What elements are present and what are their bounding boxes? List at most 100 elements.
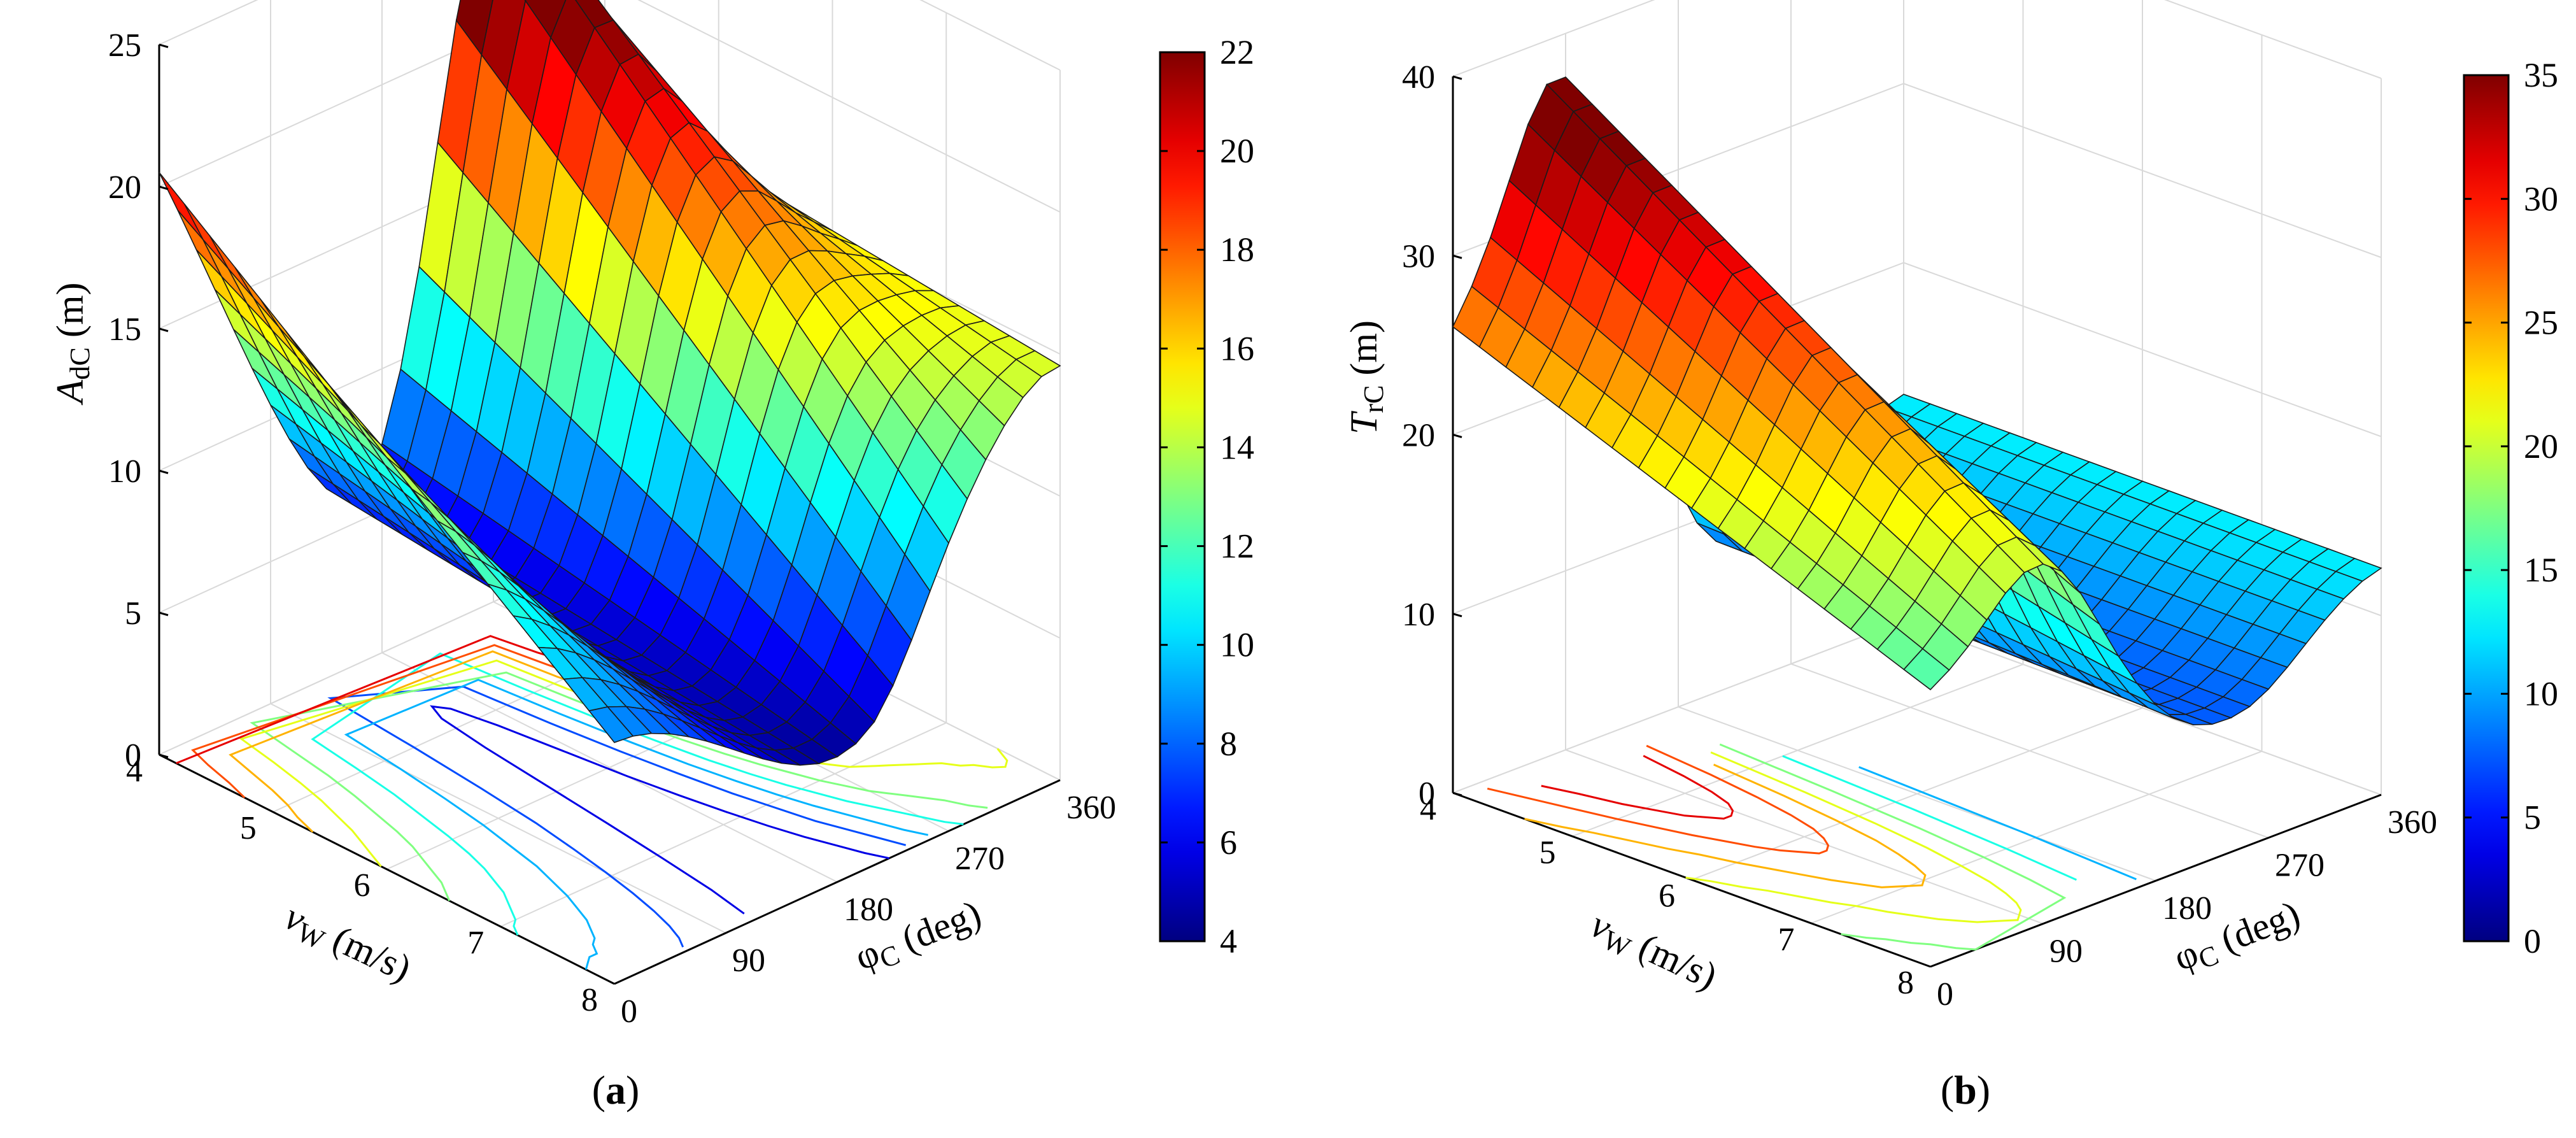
colorbar-tick-label: 15 xyxy=(2524,551,2558,589)
v-tick-label: 5 xyxy=(240,810,257,846)
colorbar-tick-label: 20 xyxy=(2524,427,2558,466)
colorbar-tick-label: 10 xyxy=(2524,674,2558,713)
contour-line xyxy=(327,685,907,948)
colorbar-tick-label: 12 xyxy=(1220,527,1254,565)
phi-tick-label: 0 xyxy=(1937,976,1953,1013)
surface-patch xyxy=(159,172,204,240)
phi-tick-label: 360 xyxy=(1066,790,1116,826)
colorbar-tick-label: 6 xyxy=(1220,823,1237,862)
v-axis-label: vW (m/s) xyxy=(1583,903,1723,1002)
z-gridline xyxy=(1452,0,2382,79)
phi-tick-label: 180 xyxy=(844,892,893,928)
phi-tick-label: 180 xyxy=(2162,890,2212,927)
v-tick-label: 7 xyxy=(1778,921,1795,958)
z-tick-label: 25 xyxy=(108,27,141,64)
z-tick-label: 10 xyxy=(1402,597,1435,633)
colorbar-tick-label: 4 xyxy=(1220,922,1237,960)
contour-line xyxy=(430,705,890,914)
phi-axis-line xyxy=(614,779,1061,985)
phi-tick-label: 270 xyxy=(2275,848,2325,884)
contour-line xyxy=(344,678,929,970)
z-gridline xyxy=(159,0,1061,213)
colorbar-tick-label: 10 xyxy=(1220,626,1254,664)
colorbar-tick-label: 30 xyxy=(2524,180,2558,218)
contour-line xyxy=(1487,744,1830,855)
phi-tick-label: 90 xyxy=(2049,934,2083,970)
v-tick-label: 4 xyxy=(126,753,143,789)
z-tick-label: 0 xyxy=(125,737,141,774)
z-tick-label: 30 xyxy=(1402,238,1435,274)
z-tick xyxy=(159,753,169,758)
phi-tick-label: 0 xyxy=(621,993,637,1030)
contour-line xyxy=(1719,743,2067,951)
z-tick xyxy=(1452,792,1462,797)
z-tick xyxy=(159,327,169,332)
v-tick-label: 7 xyxy=(467,925,484,961)
colorbar-tick-label: 25 xyxy=(2524,304,2558,342)
z-tick xyxy=(1452,254,1462,259)
surface xyxy=(1452,76,2382,726)
colorbar-tick-label: 18 xyxy=(1220,231,1254,269)
colorbar-tick-label: 5 xyxy=(2524,799,2541,837)
phi-tick-label: 90 xyxy=(732,942,765,979)
z-tick-label: 0 xyxy=(1419,776,1435,812)
colorbar-bar xyxy=(1159,51,1206,942)
colorbar-tick-label: 22 xyxy=(1220,33,1254,71)
z-tick xyxy=(159,43,169,48)
contour-line xyxy=(1782,755,2077,881)
z-axis-label: TrC (m) xyxy=(1343,320,1389,434)
v-tick-label: 5 xyxy=(1539,834,1556,871)
v-gridline xyxy=(500,13,947,927)
contour-line xyxy=(1541,755,1734,820)
colorbar-tick-label: 35 xyxy=(2524,56,2558,94)
axes xyxy=(158,45,1061,985)
v-axis-line xyxy=(159,753,615,985)
z-tick xyxy=(1452,75,1462,80)
z-tick-label: 5 xyxy=(125,595,141,632)
colorbar-tick-label: 8 xyxy=(1220,725,1237,763)
v-tick-label: 6 xyxy=(1659,878,1675,914)
z-tick-label: 15 xyxy=(108,311,141,348)
colorbar-tick-label: 20 xyxy=(1220,132,1254,170)
surface xyxy=(159,0,1061,766)
contour-line xyxy=(1858,766,2137,881)
v-axis-label: vW (m/s) xyxy=(277,895,418,994)
v-tick-label: 6 xyxy=(354,867,371,904)
floor-contours xyxy=(1487,743,2137,951)
v-tick-label: 4 xyxy=(1420,791,1436,827)
z-tick-label: 10 xyxy=(108,453,141,490)
phi-tick-label: 360 xyxy=(2388,804,2437,841)
surface-patch xyxy=(1903,648,1950,690)
z-axis-label: AdC (m) xyxy=(49,282,96,406)
z-tick xyxy=(159,185,169,190)
z-tick xyxy=(159,469,169,474)
z-tick-label: 20 xyxy=(108,169,141,206)
contour-line xyxy=(1524,764,1927,888)
v-axis-line xyxy=(1452,792,1931,968)
z-tick xyxy=(1452,613,1462,618)
z-tick xyxy=(159,611,169,616)
z-tick-label: 20 xyxy=(1402,418,1435,454)
phi-tick-label: 270 xyxy=(955,841,1005,877)
phi-axis-line xyxy=(1930,793,2382,968)
v-gridline xyxy=(1572,0,2024,837)
colorbar-tick-label: 14 xyxy=(1220,428,1254,466)
colorbar-tick-label: 16 xyxy=(1220,329,1254,367)
panel-label-a: (a) xyxy=(592,1067,640,1113)
v-tick-label: 8 xyxy=(581,982,598,1018)
contour-line xyxy=(1685,751,2022,923)
z-tick-label: 40 xyxy=(1402,59,1435,96)
v-tick-label: 8 xyxy=(1897,965,1914,1001)
colorbar-tick-label: 0 xyxy=(2524,922,2541,960)
panel-label-b: (b) xyxy=(1941,1067,1990,1113)
z-tick xyxy=(1452,434,1462,438)
colorbar: 0 5 10 15 20 25 30 35 xyxy=(2463,56,2558,960)
colorbar-bar xyxy=(2463,74,2510,942)
surface-patch xyxy=(588,706,634,743)
colorbar: 4 6 8 10 12 14 16 18 20 22 xyxy=(1159,33,1254,960)
